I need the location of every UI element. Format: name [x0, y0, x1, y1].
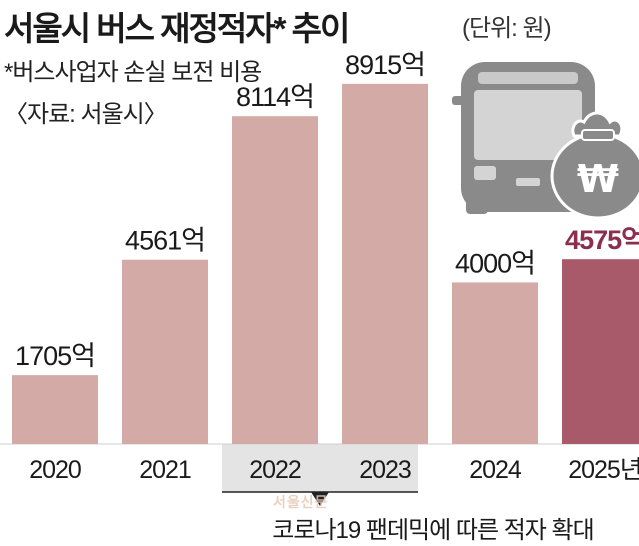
money-bag-icon: ₩ — [550, 111, 639, 220]
bars-group — [12, 83, 639, 445]
value-label: 4575억 — [565, 225, 639, 255]
value-label: 8915억 — [345, 50, 425, 80]
value-label: 4000억 — [455, 248, 535, 278]
bracket-arrow-icon — [311, 492, 329, 506]
watermark: 서울신문 — [273, 494, 329, 510]
x-tick-label: 2025년 — [568, 456, 639, 484]
bar-2020 — [12, 375, 98, 444]
source-note: 〈자료: 서울시〉 — [4, 101, 168, 128]
x-tick-labels-group: 2020 2021 2022 2023 2024 2025년 — [29, 456, 639, 484]
value-label: 1705억 — [15, 341, 95, 371]
pandemic-bracket — [222, 491, 418, 506]
bar-2023 — [342, 83, 428, 445]
value-label: 8114억 — [236, 82, 314, 112]
x-tick-label: 2022 — [249, 456, 301, 484]
pandemic-caption: 코로나19 팬데믹에 따른 적자 확대 — [272, 517, 594, 544]
unit-note: (단위: 원) — [462, 15, 552, 42]
bar-2022 — [232, 116, 318, 444]
bar-2021 — [122, 259, 208, 444]
pandemic-axis-shade — [222, 444, 418, 492]
x-tick-label: 2023 — [359, 456, 411, 484]
x-tick-label: 2020 — [29, 456, 81, 484]
value-label: 4561억 — [125, 226, 205, 256]
x-tick-label: 2021 — [139, 456, 191, 484]
x-tick-label: 2024 — [469, 456, 522, 484]
footnote: *버스사업자 손실 보전 비용 — [4, 59, 262, 86]
value-labels-group: 1705억 4561억 8114억 8915억 4000억 4575억 — [15, 50, 639, 371]
bar-2025년 — [562, 259, 639, 444]
won-sign-icon: ₩ — [577, 157, 619, 201]
bar-2024 — [452, 282, 538, 444]
chart-title: 서울시 버스 재정적자* 추이 — [4, 10, 350, 47]
